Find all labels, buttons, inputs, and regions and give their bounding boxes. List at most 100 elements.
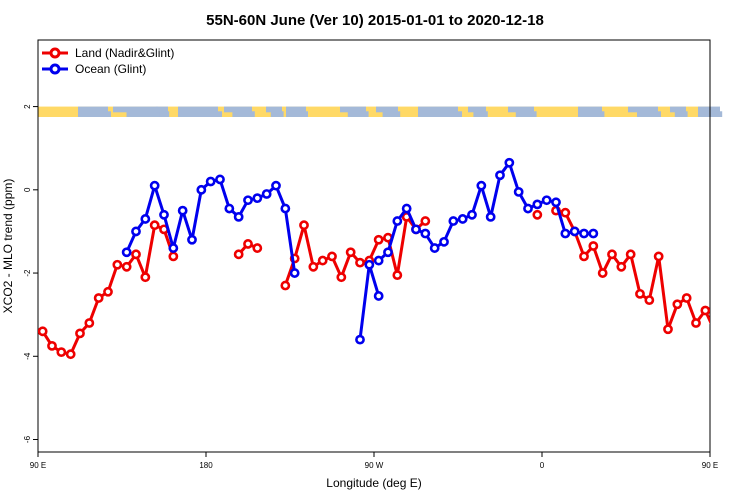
strip-ocean-patch <box>159 111 170 117</box>
data-point <box>355 334 365 345</box>
data-point <box>271 180 281 191</box>
data-point <box>336 272 347 283</box>
data-point <box>551 197 561 208</box>
data-point <box>579 228 589 239</box>
data-point <box>569 226 580 237</box>
data-point <box>149 220 160 231</box>
data-point <box>317 255 328 266</box>
series-ocean <box>121 157 599 345</box>
data-point <box>513 186 524 197</box>
data-point <box>588 228 599 239</box>
data-point <box>140 214 151 224</box>
data-point <box>103 286 113 297</box>
x-tick-label: 90 W <box>365 461 384 470</box>
x-tick-label: 0 <box>540 461 545 470</box>
data-point <box>392 216 403 226</box>
data-point <box>411 224 421 235</box>
x-tick-label: 90 E <box>702 461 718 470</box>
series-line <box>283 215 427 286</box>
data-point <box>607 249 617 260</box>
data-point <box>373 255 384 266</box>
strip-ocean-patch <box>113 106 158 113</box>
strip-ocean-patch <box>347 111 369 117</box>
data-point <box>467 209 477 220</box>
data-point <box>280 203 291 214</box>
y-tick-label: -2 <box>23 269 32 277</box>
y-tick-label: 2 <box>23 104 32 109</box>
data-point <box>299 220 309 231</box>
data-point <box>429 243 440 253</box>
data-point <box>75 328 85 339</box>
strip-ocean-patch <box>232 111 255 117</box>
data-point <box>644 295 655 306</box>
data-point <box>495 170 505 181</box>
data-point <box>112 259 123 270</box>
strip-ocean-patch <box>340 106 366 113</box>
legend-label-ocean: Ocean (Glint) <box>75 62 146 76</box>
data-point <box>233 249 244 260</box>
data-point <box>177 205 188 216</box>
strip-ocean-patch <box>266 106 282 113</box>
series-land <box>38 205 710 360</box>
data-point <box>448 216 459 226</box>
data-point <box>457 214 468 224</box>
data-point <box>345 247 356 258</box>
chart-title: 55N-60N June (Ver 10) 2015-01-01 to 2020… <box>206 12 544 29</box>
data-point <box>168 251 179 262</box>
strip-land <box>38 106 710 117</box>
data-point <box>401 203 412 214</box>
data-point <box>308 261 319 272</box>
data-point <box>215 174 225 185</box>
data-point <box>261 189 272 199</box>
data-point <box>140 272 151 283</box>
series-layer <box>38 157 710 360</box>
strip-ocean-patch <box>637 111 661 117</box>
data-point <box>625 249 636 260</box>
strip-ocean-patch <box>670 106 686 113</box>
data-point <box>635 288 645 299</box>
data-point <box>616 261 627 272</box>
y-tick-label: -6 <box>23 435 32 443</box>
data-point <box>504 157 515 168</box>
strip-ocean-patch <box>430 111 462 117</box>
data-point <box>653 251 664 262</box>
data-point <box>523 203 533 214</box>
strip-ocean-patch <box>270 111 284 117</box>
data-point <box>420 216 431 226</box>
data-point <box>65 349 76 360</box>
x-tick-label: 90 E <box>30 461 46 470</box>
data-point <box>243 195 253 206</box>
data-point <box>691 318 701 328</box>
data-point <box>252 243 263 253</box>
strip-ocean-patch <box>674 111 688 117</box>
data-point <box>121 247 132 258</box>
data-point <box>541 195 552 206</box>
data-point <box>588 241 599 251</box>
strip-ocean-patch <box>473 111 488 117</box>
data-point <box>233 211 244 222</box>
y-tick-label: 0 <box>23 187 32 192</box>
strip-ocean-patch <box>628 106 658 113</box>
data-point <box>364 259 375 270</box>
legend-label-land: Land (Nadir&Glint) <box>75 46 174 60</box>
y-axis: -6 -4 -2 0 2 <box>23 104 38 443</box>
data-point <box>560 228 571 239</box>
data-point <box>121 261 132 272</box>
strip-ocean-patch <box>87 111 111 117</box>
x-axis-label: Longitude (deg E) <box>326 476 421 490</box>
data-point <box>38 326 48 337</box>
plot-frame <box>37 39 711 453</box>
strip-ocean-patch <box>292 111 308 117</box>
data-point <box>392 270 403 281</box>
data-point <box>439 236 449 247</box>
data-point <box>373 291 384 301</box>
data-point <box>663 324 673 335</box>
data-point <box>47 340 57 351</box>
data-point <box>131 226 141 237</box>
strip-ocean-patch <box>190 111 222 117</box>
strip-ocean-patch <box>156 106 168 113</box>
strip-ocean-patch <box>585 111 605 117</box>
data-point <box>252 193 263 204</box>
data-point <box>681 293 692 303</box>
